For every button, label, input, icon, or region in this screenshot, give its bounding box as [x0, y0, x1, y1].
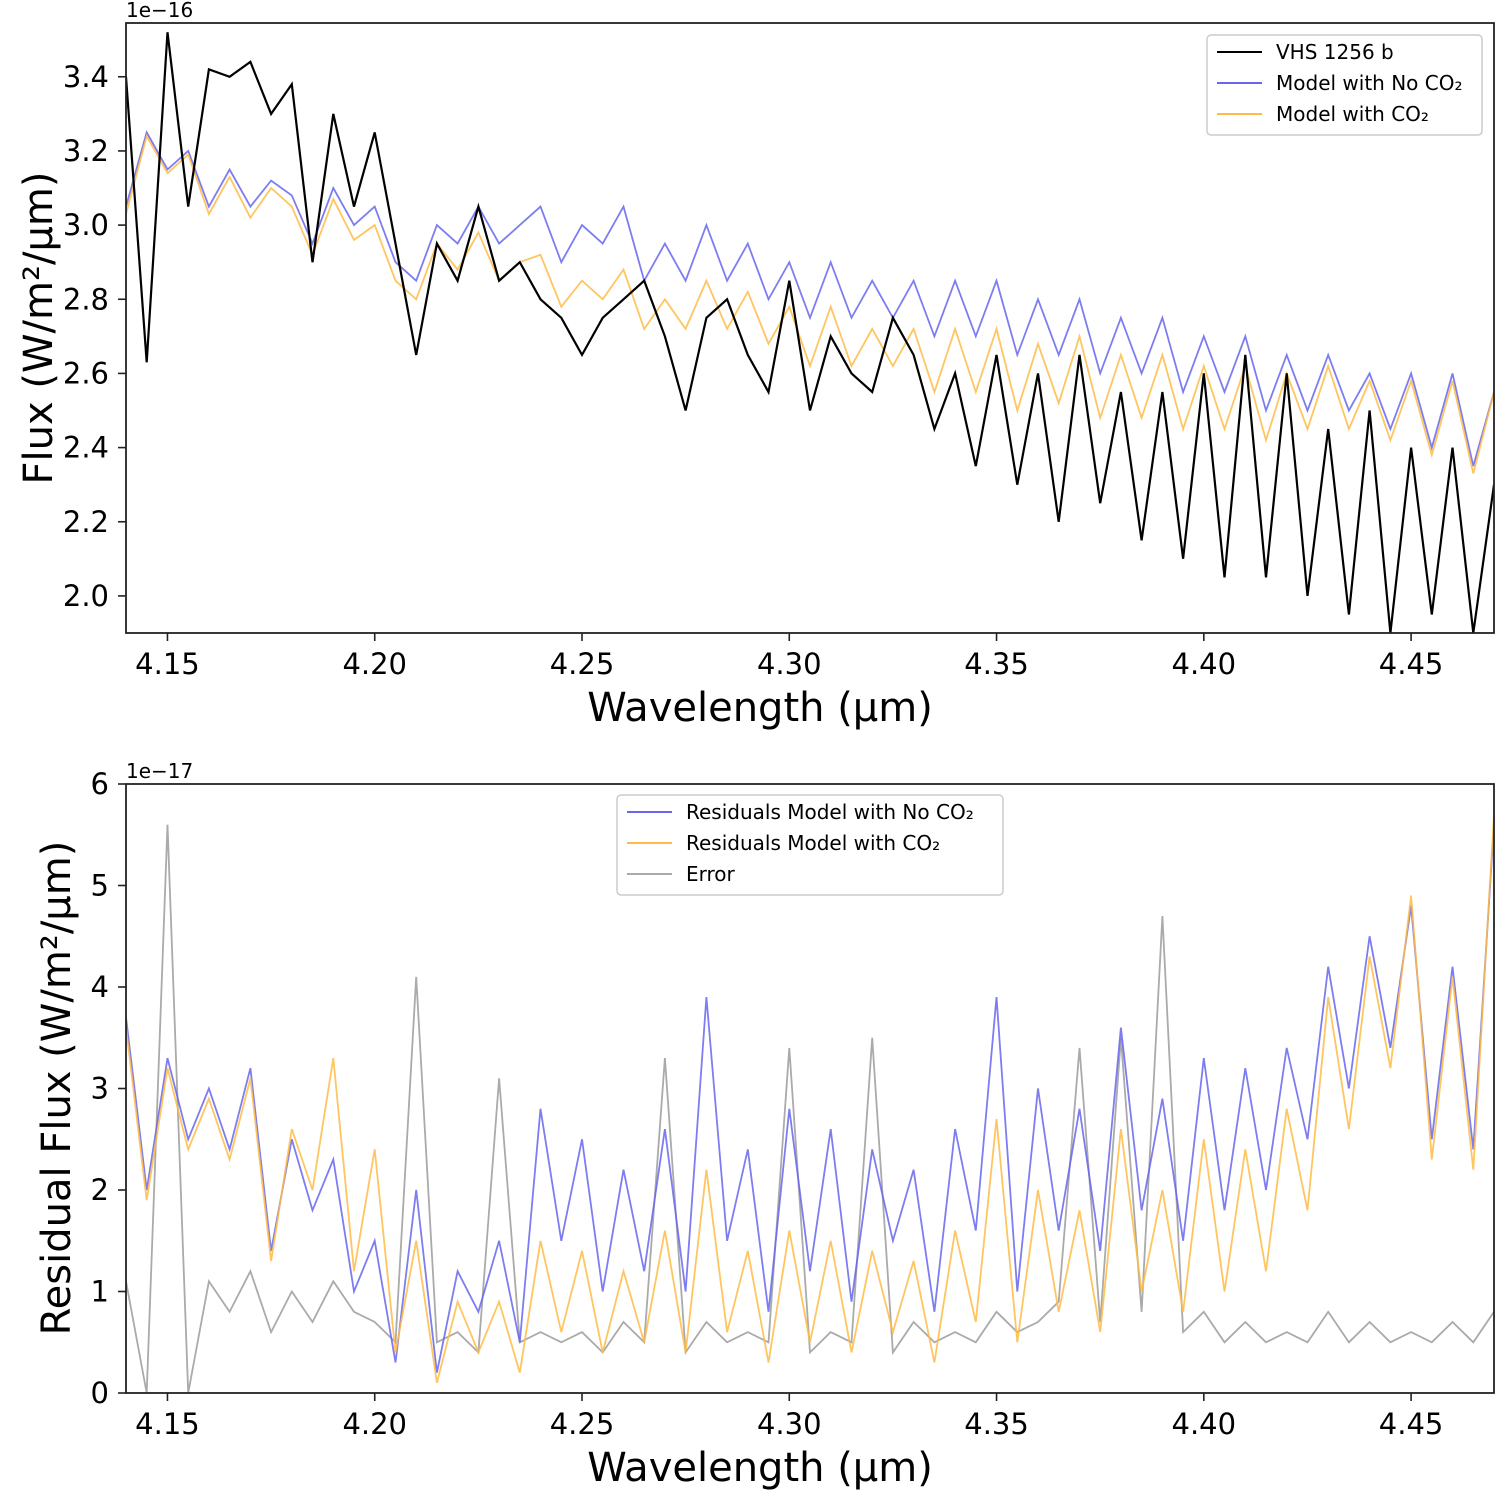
x-tick-label: 4.25 [550, 1407, 615, 1441]
y-tick-label: 3.2 [63, 134, 109, 168]
y-tick-label: 3.4 [63, 60, 109, 94]
y-offset-text: 1e−16 [126, 0, 193, 22]
series-line-model-with-no-co- [126, 130, 1494, 467]
y-tick-label: 2.6 [63, 356, 109, 390]
series-line-vhs-1256-b [126, 32, 1494, 633]
series-line-residuals-model-with-co- [126, 814, 1494, 1384]
legend-label: VHS 1256 b [1276, 40, 1394, 64]
x-tick-label: 4.35 [964, 647, 1029, 681]
series-group [126, 814, 1494, 1393]
y-tick-label: 2.0 [63, 579, 109, 613]
legend: Residuals Model with No CO₂ Residuals Mod… [616, 794, 1004, 896]
legend-label: Residuals Model with No CO₂ [686, 800, 974, 824]
x-tick-label: 4.15 [135, 1407, 200, 1441]
plot-frame [125, 22, 1495, 634]
legend-label: Model with CO₂ [1276, 102, 1429, 126]
y-tick-label: 3.0 [63, 208, 109, 242]
series-group [126, 32, 1494, 633]
y-tick-label: 2.2 [63, 505, 109, 539]
chart-panel-2: 4.15 4.20 4.25 4.30 4.35 4.40 4.45 0 1 2 3 4 5 6 1e−17… [34, 759, 1495, 1491]
y-tick-label: 6 [91, 767, 109, 801]
y-tick-label: 2 [91, 1173, 109, 1207]
x-tick-label: 4.40 [1172, 647, 1237, 681]
y-tick-label: 0 [91, 1376, 109, 1410]
x-tick-label: 4.15 [135, 647, 200, 681]
y-tick-label: 5 [91, 869, 109, 903]
y-tick-label: 2.4 [63, 431, 109, 465]
x-tick-label: 4.30 [757, 647, 822, 681]
x-axis-label: Wavelength (μm) [587, 1445, 933, 1491]
legend-box [616, 794, 1004, 896]
series-line-error [126, 824, 1494, 1393]
x-tick-label: 4.20 [342, 1407, 407, 1441]
chart-panel-1: 4.15 4.20 4.25 4.30 4.35 4.40 4.45 2.0 2.2 2.4 2.6… [16, 0, 1495, 731]
x-tick-label: 4.25 [550, 647, 615, 681]
x-tick-label: 4.45 [1379, 647, 1444, 681]
x-tick-label: 4.40 [1172, 1407, 1237, 1441]
y-tick-label: 1 [91, 1275, 109, 1309]
x-axis-label: Wavelength (μm) [587, 685, 933, 731]
x-tick-label: 4.20 [342, 647, 407, 681]
x-tick-label: 4.30 [757, 1407, 822, 1441]
y-offset-text: 1e−17 [126, 759, 193, 783]
y-tick-label: 3 [91, 1072, 109, 1106]
series-line-residuals-model-with-no-co- [126, 824, 1494, 1373]
legend-label: Residuals Model with CO₂ [686, 831, 940, 855]
legend: VHS 1256 b Model with No CO₂ Model with CO… [1206, 34, 1483, 136]
series-line-model-with-co- [126, 133, 1494, 474]
y-axis-label: Flux (W/m²/μm) [16, 172, 62, 485]
y-tick-label: 2.8 [63, 282, 109, 316]
legend-label: Model with No CO₂ [1276, 71, 1462, 95]
y-tick-label: 4 [91, 970, 109, 1004]
x-tick-label: 4.35 [964, 1407, 1029, 1441]
y-axis-label: Residual Flux (W/m²/μm) [34, 841, 80, 1336]
legend-box [1206, 34, 1483, 136]
legend-label: Error [686, 862, 736, 886]
x-tick-label: 4.45 [1379, 1407, 1444, 1441]
